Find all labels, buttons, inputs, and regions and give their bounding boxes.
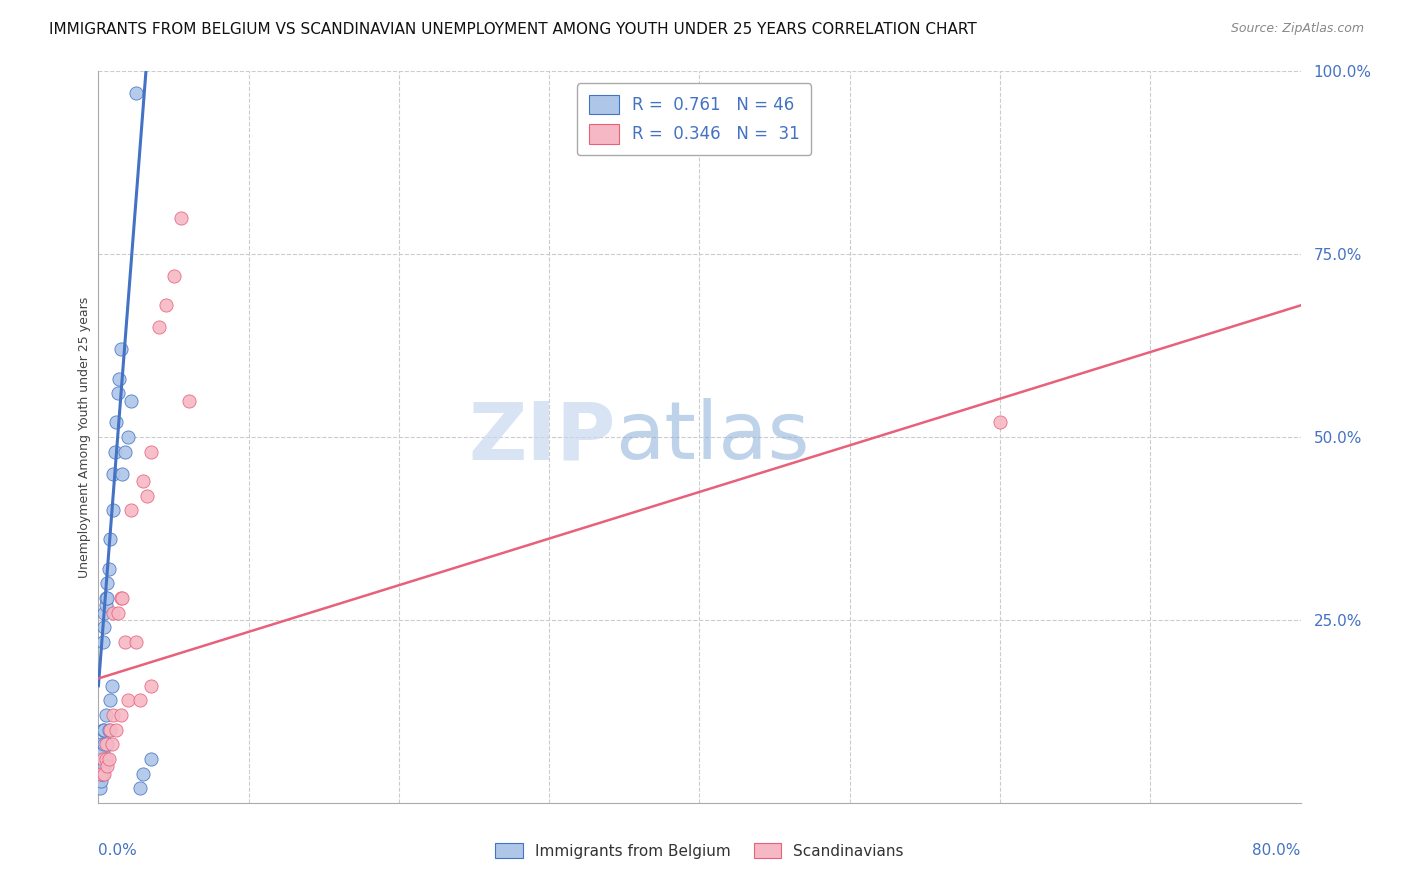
Point xyxy=(170,211,193,225)
Point xyxy=(988,416,1011,430)
Point xyxy=(96,759,118,773)
Point xyxy=(91,759,114,773)
Point xyxy=(97,752,120,766)
Point xyxy=(90,766,112,780)
Point xyxy=(94,599,117,613)
Point xyxy=(93,723,115,737)
Point xyxy=(96,591,118,605)
Point xyxy=(135,489,157,503)
Point xyxy=(101,679,124,693)
Point xyxy=(93,759,115,773)
Point xyxy=(105,723,128,737)
Point xyxy=(129,781,152,796)
Point xyxy=(139,679,162,693)
Y-axis label: Unemployment Among Youth under 25 years: Unemployment Among Youth under 25 years xyxy=(79,296,91,578)
Point xyxy=(125,87,148,101)
Point xyxy=(107,386,129,401)
Point xyxy=(96,737,118,751)
Point xyxy=(93,766,115,780)
Point xyxy=(91,635,114,649)
Point xyxy=(110,343,132,357)
Point xyxy=(100,693,122,707)
Point xyxy=(91,745,114,759)
Point xyxy=(114,635,136,649)
Point xyxy=(90,759,112,773)
Point xyxy=(177,393,200,408)
Point xyxy=(90,737,112,751)
Point xyxy=(139,752,162,766)
Point xyxy=(100,533,122,547)
Point xyxy=(91,766,114,780)
Point xyxy=(114,444,136,458)
Point xyxy=(103,467,125,481)
Point xyxy=(90,773,112,788)
Point xyxy=(89,773,111,788)
Point xyxy=(132,766,155,780)
Point xyxy=(90,752,112,766)
Point xyxy=(96,576,118,591)
Point xyxy=(117,693,139,707)
Point xyxy=(101,737,124,751)
Text: Source: ZipAtlas.com: Source: ZipAtlas.com xyxy=(1230,22,1364,36)
Point xyxy=(105,416,128,430)
Legend: Immigrants from Belgium, Scandinavians: Immigrants from Belgium, Scandinavians xyxy=(489,837,910,864)
Text: 80.0%: 80.0% xyxy=(1253,843,1301,858)
Point xyxy=(125,635,148,649)
Point xyxy=(89,766,111,780)
Point xyxy=(103,708,125,723)
Point xyxy=(111,591,134,605)
Point xyxy=(121,503,143,517)
Point xyxy=(91,752,114,766)
Point xyxy=(129,693,152,707)
Point xyxy=(104,444,127,458)
Point xyxy=(139,444,162,458)
Text: atlas: atlas xyxy=(616,398,810,476)
Point xyxy=(111,467,134,481)
Point xyxy=(103,503,125,517)
Text: 0.0%: 0.0% xyxy=(98,843,138,858)
Point xyxy=(94,708,117,723)
Point xyxy=(97,562,120,576)
Point xyxy=(110,708,132,723)
Point xyxy=(155,298,177,312)
Point xyxy=(107,606,129,620)
Point xyxy=(89,752,111,766)
Point xyxy=(110,591,132,605)
Point xyxy=(93,606,115,620)
Point xyxy=(94,737,117,751)
Point xyxy=(121,393,143,408)
Point xyxy=(90,766,112,780)
Point xyxy=(93,620,115,634)
Point xyxy=(117,430,139,444)
Point xyxy=(148,320,170,334)
Point xyxy=(97,723,120,737)
Point xyxy=(103,606,125,620)
Point xyxy=(162,269,184,284)
Point xyxy=(91,723,114,737)
Point xyxy=(93,737,115,751)
Point xyxy=(94,752,117,766)
Point xyxy=(89,781,111,796)
Point xyxy=(94,591,117,605)
Point xyxy=(100,723,122,737)
Point xyxy=(108,371,131,385)
Text: IMMIGRANTS FROM BELGIUM VS SCANDINAVIAN UNEMPLOYMENT AMONG YOUTH UNDER 25 YEARS : IMMIGRANTS FROM BELGIUM VS SCANDINAVIAN … xyxy=(49,22,977,37)
Text: ZIP: ZIP xyxy=(468,398,616,476)
Point xyxy=(94,752,117,766)
Point xyxy=(132,474,155,488)
